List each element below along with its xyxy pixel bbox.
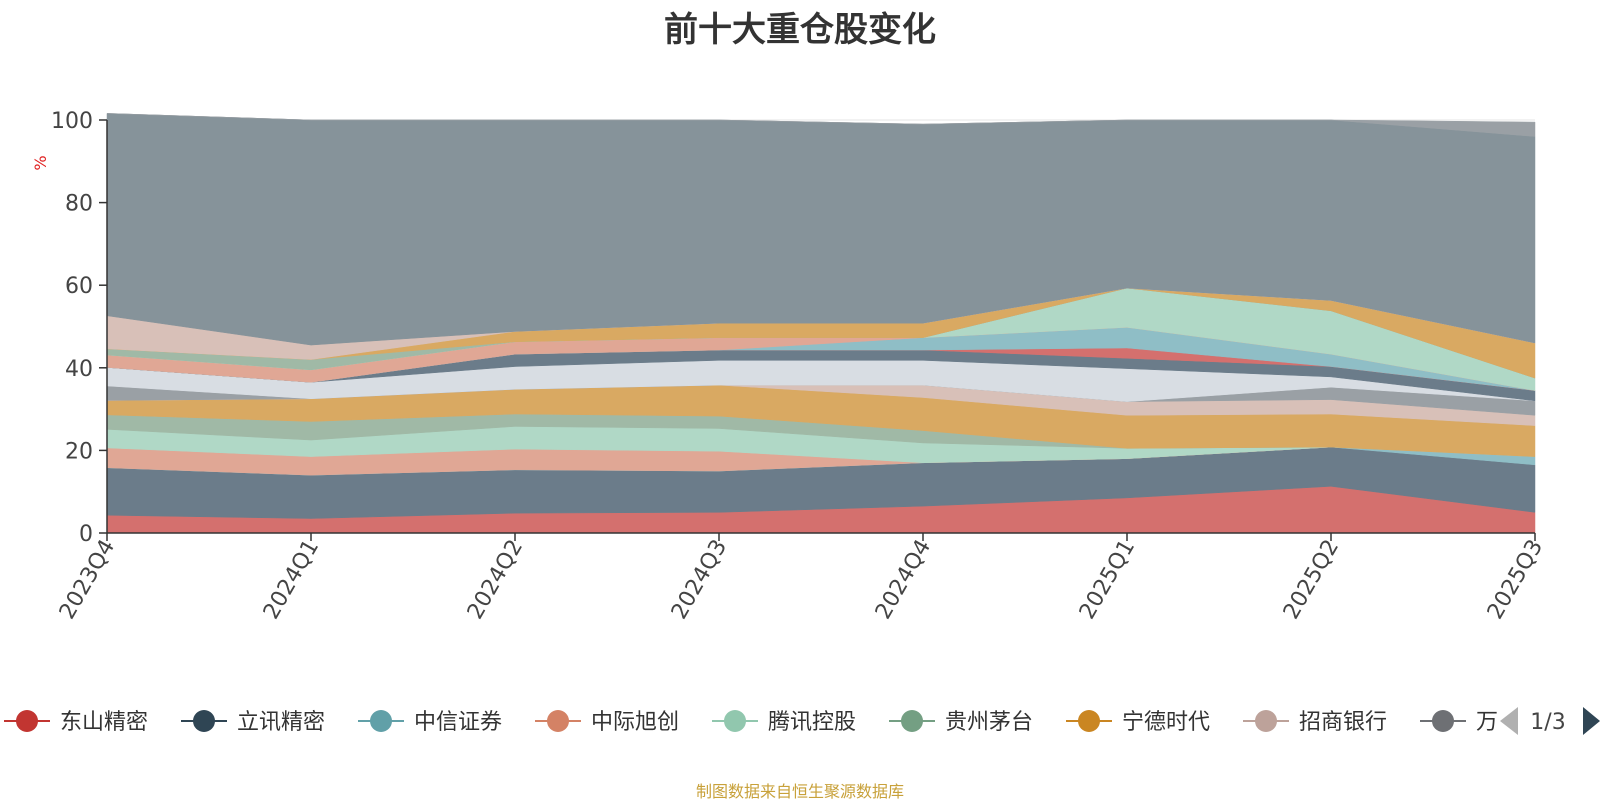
legend-label: 立讯精密 [237,710,325,735]
legend-marker [901,710,923,732]
legend-label: 招商银行 [1299,710,1387,735]
legend-item[interactable]: 宁德时代 [1066,710,1210,735]
legend-page-indicator: 1/3 [1530,710,1565,735]
legend-marker [1432,710,1454,732]
legend-label: 东山精密 [60,710,148,735]
x-tick-label: 2025Q2 [1279,536,1344,624]
x-tick-label: 2024Q2 [463,536,528,624]
legend-item[interactable]: 中信证券 [358,710,502,735]
legend-marker [724,710,746,732]
legend: 东山精密 立讯精密 中信证券 中际旭创 腾讯控股 贵州茅台 宁德时代 招商银行 万 [4,710,1498,735]
legend-item[interactable]: 贵州茅台 [889,710,1033,735]
y-tick-label: 60 [65,274,93,299]
y-tick-label: 40 [65,357,93,382]
area-series-19 [106,113,1536,137]
legend-label: 贵州茅台 [945,710,1033,735]
legend-item[interactable]: 中际旭创 [535,710,679,735]
y-tick-label: 80 [65,192,93,217]
legend-item[interactable]: 万 [1420,710,1498,735]
x-tick-label: 2024Q4 [871,536,936,624]
legend-label: 宁德时代 [1122,710,1210,735]
legend-label: 腾讯控股 [768,710,856,735]
legend-label: 中际旭创 [591,710,679,735]
x-tick-label: 2024Q1 [259,536,324,624]
legend-marker [370,710,392,732]
legend-label: 万 [1476,710,1498,735]
legend-item[interactable]: 东山精密 [4,710,148,735]
y-axis-label: % [31,155,50,170]
area-series [106,113,1536,534]
legend-next-icon[interactable] [1583,707,1600,735]
source-note: 制图数据来自恒生聚源数据库 [695,782,904,801]
legend-pager: 1/3 [1500,707,1600,735]
legend-item[interactable]: 招商银行 [1243,710,1387,735]
legend-item[interactable]: 立讯精密 [181,710,325,735]
chart-title: 前十大重仓股变化 [664,10,936,50]
legend-marker [193,710,215,732]
x-tick-label: 2025Q1 [1075,536,1140,624]
x-tick-label: 2025Q3 [1483,536,1548,624]
legend-item[interactable]: 腾讯控股 [712,710,856,735]
legend-marker [1078,710,1100,732]
y-tick-label: 20 [65,439,93,464]
y-tick-label: 100 [51,109,93,134]
x-tick-label: 2024Q3 [667,536,732,624]
legend-prev-icon[interactable] [1500,707,1518,735]
legend-marker [547,710,569,732]
legend-marker [1255,710,1277,732]
legend-label: 中信证券 [414,710,502,735]
legend-marker [16,710,38,732]
y-tick-label: 0 [79,522,93,547]
x-tick-label: 2023Q4 [55,536,120,624]
